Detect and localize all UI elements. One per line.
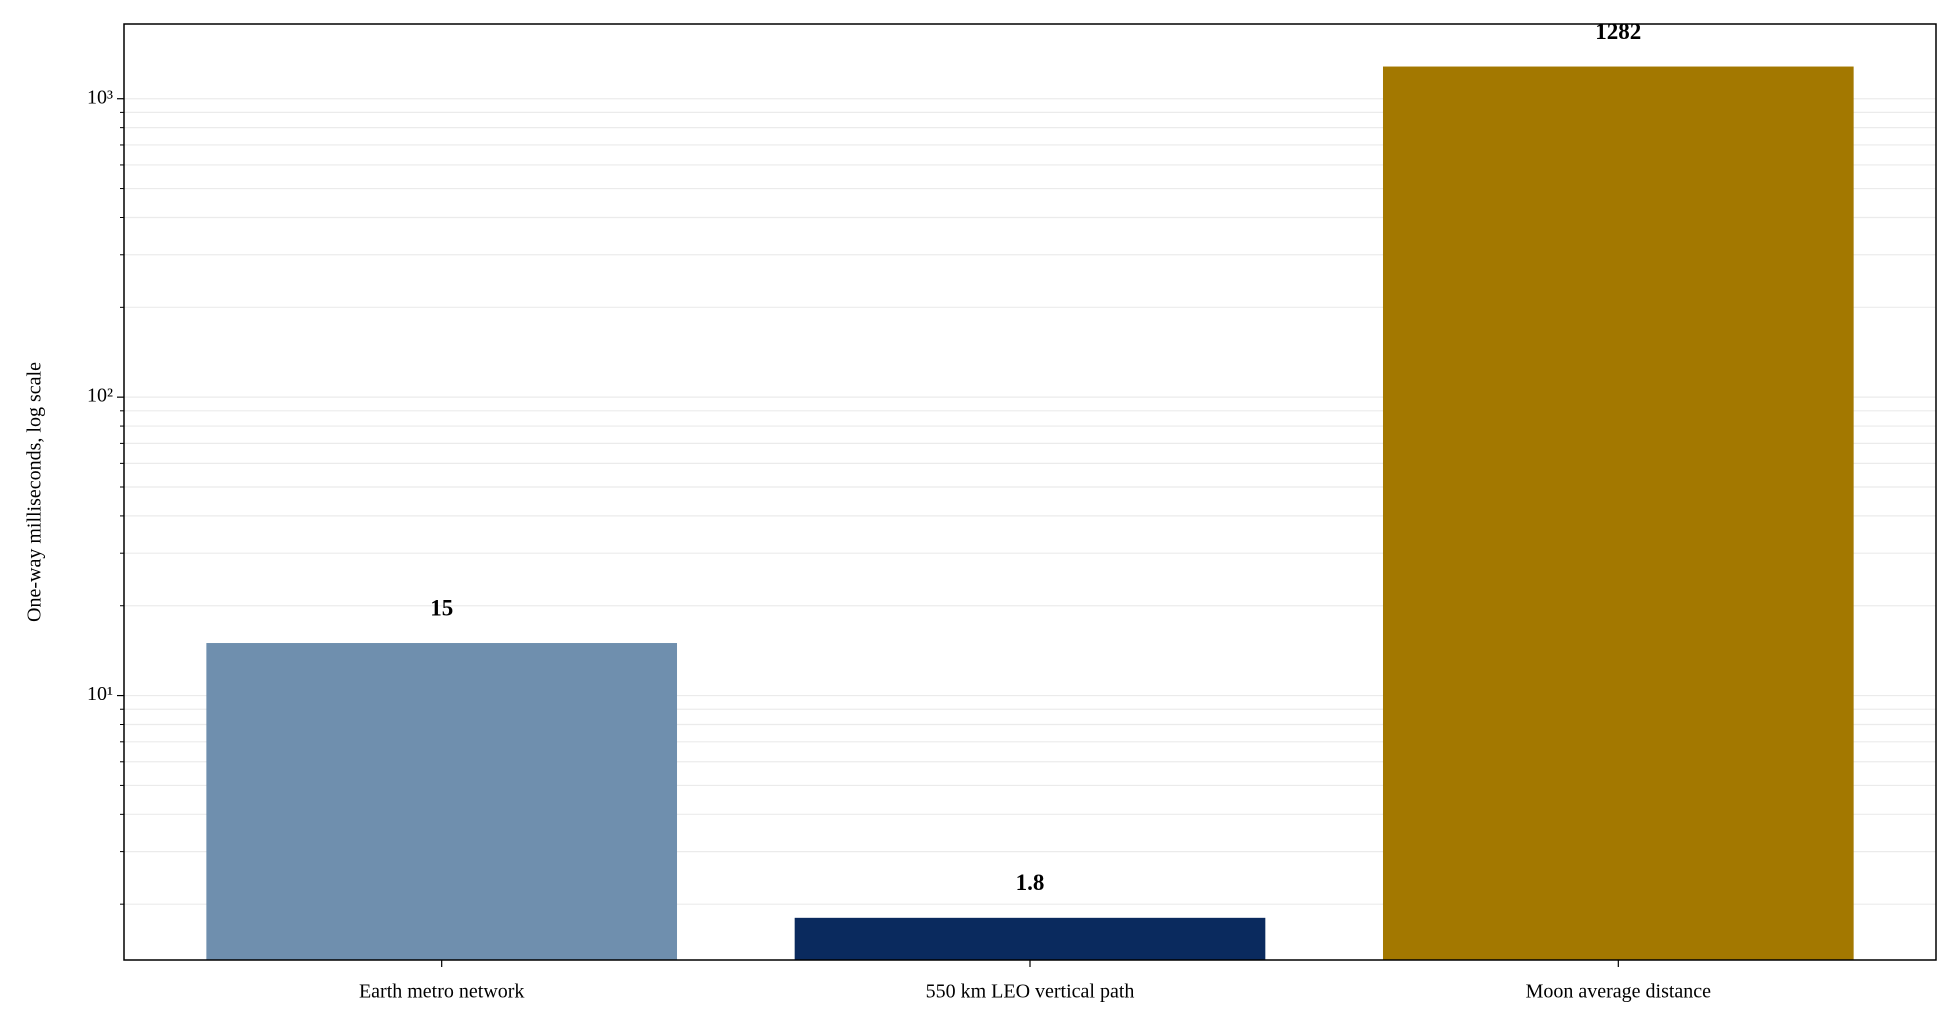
x-tick-label: Earth metro network (359, 981, 525, 1003)
bar (794, 917, 1266, 960)
y-tick-label: 10² (87, 385, 113, 407)
bar (206, 643, 678, 960)
y-tick-label: 10¹ (87, 683, 113, 705)
x-tick-label: Moon average distance (1526, 981, 1712, 1003)
value-label: 1282 (1595, 19, 1641, 44)
y-tick-label: 10³ (87, 86, 113, 108)
x-tick-label: 550 km LEO vertical path (926, 981, 1135, 1003)
value-label: 1.8 (1016, 870, 1045, 895)
bar (1382, 66, 1854, 960)
value-label: 15 (430, 595, 453, 620)
plot-frame (123, 23, 1937, 961)
y-axis-label: One-way milliseconds, log scale (24, 362, 46, 622)
